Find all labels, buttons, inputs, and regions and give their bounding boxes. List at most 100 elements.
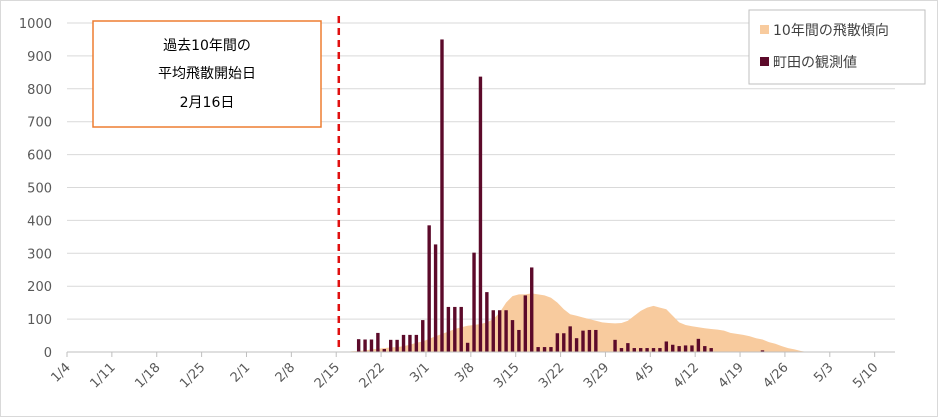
x-tick-label: 3/1: [407, 360, 432, 385]
observation-bar: [485, 292, 489, 352]
observation-bar: [395, 339, 399, 352]
y-tick-label: 200: [27, 280, 52, 295]
x-tick-label: 2/1: [228, 360, 253, 385]
x-tick-label: 1/11: [87, 360, 118, 391]
x-tick-label: 4/12: [671, 360, 702, 391]
observation-bar: [690, 345, 694, 352]
observation-bar: [376, 332, 380, 352]
observation-bar: [497, 310, 502, 352]
observation-bar: [536, 347, 540, 352]
observation-bar: [542, 347, 547, 352]
y-tick-label: 300: [27, 247, 52, 262]
observation-bar: [703, 346, 707, 352]
observation-bar: [421, 320, 425, 352]
y-tick-label: 0: [44, 346, 52, 361]
x-tick-label: 1/18: [132, 360, 163, 391]
observation-bar: [555, 333, 560, 352]
observation-bar: [639, 348, 643, 352]
average-start-note-box: 過去10年間の 平均飛散開始日 2月16日: [92, 20, 322, 128]
observation-bar: [523, 295, 528, 352]
x-tick-label: 3/22: [536, 360, 567, 391]
observation-bar: [478, 76, 483, 352]
observation-bar: [562, 333, 566, 352]
x-tick-label: 4/19: [716, 360, 747, 391]
y-tick-label: 500: [27, 182, 52, 197]
x-tick-label: 1/4: [48, 360, 73, 385]
legend-swatch-observed: [760, 57, 769, 66]
observation-bar: [671, 344, 675, 352]
observation-bar: [504, 310, 508, 352]
y-tick-label: 1000: [19, 17, 52, 32]
observation-bar: [433, 244, 438, 352]
observation-bar: [446, 306, 451, 352]
observation-bar: [491, 310, 495, 352]
y-tick-label: 600: [27, 149, 52, 164]
observation-bar: [427, 225, 431, 352]
observation-bar: [619, 348, 624, 352]
observation-bar: [414, 334, 419, 352]
observation-bar: [549, 347, 553, 352]
x-tick-labels: 1/4 1/11 1/18 1/25 2/1 2/8 2/15 2/22 3/1 3/8 3/15 3…: [48, 360, 881, 391]
observation-bar: [587, 329, 592, 352]
x-tick-label: 4/5: [632, 360, 657, 385]
observation-bar: [632, 348, 636, 352]
y-tick-label: 700: [27, 116, 52, 131]
x-tick-label: 5/10: [850, 360, 881, 391]
y-tick-labels: 0 100 200 300 400 500 600 700 800 900 1000: [19, 17, 52, 361]
observation-bar: [581, 330, 585, 352]
observation-bar: [683, 345, 688, 352]
observation-bar: [530, 267, 534, 352]
observation-bar: [613, 339, 617, 352]
y-tick-label: 100: [27, 313, 52, 328]
observation-bar: [574, 338, 579, 352]
note-line-3: 2月16日: [180, 95, 235, 111]
observation-bar: [453, 306, 457, 352]
note-box-border: [92, 20, 322, 128]
y-tick-label: 800: [27, 83, 52, 98]
observation-bar: [389, 339, 393, 352]
observation-bar: [568, 326, 572, 352]
observation-bar: [356, 339, 361, 352]
observation-bar: [696, 338, 701, 352]
observation-bar: [651, 348, 656, 352]
observation-bar: [658, 348, 662, 352]
observation-bar: [459, 306, 463, 352]
observation-bar: [382, 349, 386, 352]
legend-box: [748, 9, 926, 85]
x-tick-label: 5/3: [811, 360, 836, 385]
legend-label-observed: 町田の観測値: [773, 54, 857, 71]
observation-bar: [408, 334, 412, 352]
observation-bar: [472, 252, 476, 352]
observation-bar: [369, 339, 374, 352]
observation-bar: [401, 334, 406, 352]
observation-bar-series: [356, 39, 765, 352]
x-tick-label: 3/15: [491, 360, 522, 391]
legend-label-trend: 10年間の飛散傾向: [773, 23, 889, 39]
x-tick-label: 3/29: [581, 360, 612, 391]
observation-bar: [440, 39, 444, 352]
observation-bar: [677, 346, 681, 352]
observation-bar: [709, 348, 713, 352]
axes: [66, 351, 895, 357]
observation-bar: [645, 348, 649, 352]
legend: 10年間の飛散傾向 町田の観測値: [748, 9, 926, 85]
x-tick-label: 2/22: [357, 360, 388, 391]
x-tick-label: 3/8: [452, 360, 477, 385]
observation-bar: [517, 329, 521, 352]
observation-bar: [760, 350, 765, 352]
note-line-1: 過去10年間の: [163, 38, 251, 54]
x-tick-label: 2/8: [273, 360, 298, 385]
observation-bar: [626, 343, 630, 352]
annotations: 過去10年間の 平均飛散開始日 2月16日: [92, 16, 341, 352]
observation-bar: [510, 320, 515, 352]
observation-bar: [363, 339, 367, 352]
observation-bar: [594, 329, 598, 352]
x-tick-label: 1/25: [177, 360, 208, 391]
observation-bar: [664, 341, 669, 352]
y-tick-label: 900: [27, 50, 52, 65]
y-tick-label: 400: [27, 214, 52, 229]
x-tick-label: 2/15: [312, 360, 343, 391]
note-line-2: 平均飛散開始日: [158, 66, 256, 82]
observation-bar: [465, 342, 470, 352]
